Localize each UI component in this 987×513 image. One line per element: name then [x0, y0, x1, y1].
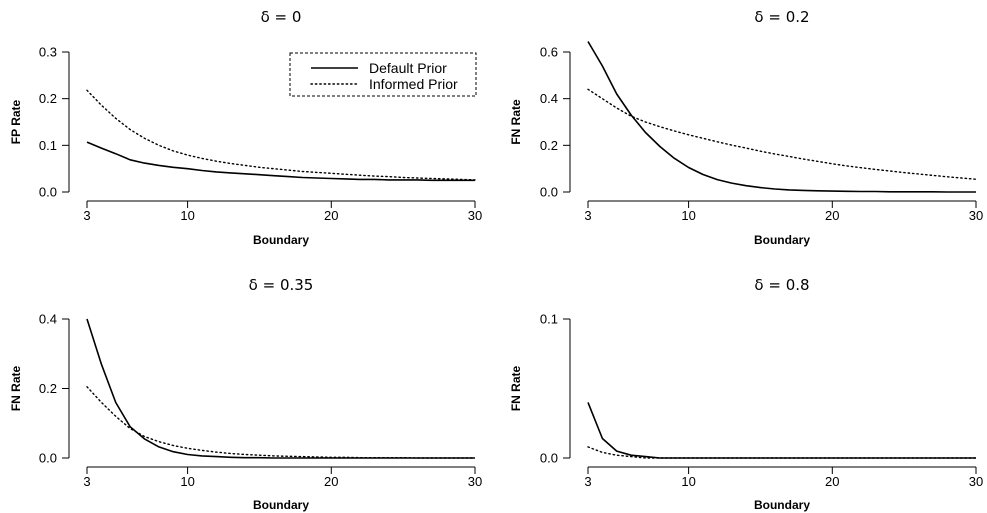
x-tick-label: 30: [969, 474, 983, 489]
x-axis-label: Boundary: [253, 233, 309, 247]
y-axis-label: FN Rate: [9, 366, 23, 412]
y-tick-label: 0.0: [540, 451, 558, 466]
legend-label-default: Default Prior: [369, 60, 447, 76]
x-tick-label: 10: [180, 208, 194, 223]
x-tick-label: 10: [681, 208, 695, 223]
x-tick-label: 3: [584, 208, 591, 223]
default-prior-line: [587, 41, 976, 193]
x-tick-label: 10: [681, 474, 695, 489]
y-tick-label: 0.2: [540, 138, 558, 153]
x-tick-label: 20: [324, 474, 338, 489]
informed-prior-line: [86, 386, 476, 459]
panel-1: δ = 0 3 10 20 30 Boundary 0.0 0.1 0.2 0.3 FP Rate D…: [9, 8, 482, 247]
x-tick-label: 10: [180, 474, 194, 489]
x-tick-label: 3: [584, 474, 591, 489]
panel-title: δ = 0.8: [754, 276, 809, 294]
x-tick-label: 3: [83, 208, 90, 223]
y-tick-label: 0.2: [39, 381, 57, 396]
y-tick-label: 0.6: [540, 45, 558, 60]
y-tick-label: 0.0: [39, 451, 57, 466]
legend-label-informed: Informed Prior: [369, 76, 458, 92]
panel-title: δ = 0: [261, 8, 302, 26]
default-prior-line: [86, 141, 475, 182]
x-axis-label: Boundary: [754, 498, 810, 512]
x-tick-label: 30: [468, 208, 482, 223]
y-tick-label: 0.1: [540, 312, 558, 327]
x-tick-label: 30: [468, 474, 482, 489]
y-axis-label: FN Rate: [509, 366, 523, 412]
default-prior-line: [86, 318, 475, 459]
panel-title: δ = 0.35: [249, 276, 314, 294]
x-tick-label: 3: [83, 474, 90, 489]
y-tick-label: 0.4: [39, 312, 57, 327]
default-prior-line: [587, 402, 976, 459]
y-axis-label: FN Rate: [509, 99, 523, 145]
x-tick-label: 20: [825, 474, 839, 489]
y-axis-label: FP Rate: [9, 99, 23, 144]
x-axis-label: Boundary: [253, 498, 309, 512]
legend-box: [289, 52, 477, 97]
informed-prior-line: [86, 89, 476, 181]
x-tick-label: 20: [324, 208, 338, 223]
y-tick-label: 0.3: [39, 45, 57, 60]
panel-title: δ = 0.2: [754, 8, 809, 26]
y-tick-label: 0.4: [540, 91, 558, 106]
x-tick-label: 20: [825, 208, 839, 223]
panel-3: δ = 0.35 3 10 20 30 Boundary 0.0 0.2 0.4 FN Rate: [9, 276, 482, 512]
y-tick-label: 0.1: [39, 138, 57, 153]
informed-prior-line: [587, 446, 977, 459]
x-tick-label: 30: [969, 208, 983, 223]
x-axis-label: Boundary: [754, 233, 810, 247]
y-tick-label: 0.0: [540, 185, 558, 200]
informed-prior-line: [587, 88, 977, 180]
y-tick-label: 0.0: [39, 185, 57, 200]
panel-2: δ = 0.2 3 10 20 30 Boundary 0.0 0.2 0.4 0.6 FN Rat…: [509, 8, 983, 247]
panel-4: δ = 0.8 3 10 20 30 Boundary 0.0 0.1 FN Rate: [509, 276, 983, 512]
y-tick-label: 0.2: [39, 91, 57, 106]
